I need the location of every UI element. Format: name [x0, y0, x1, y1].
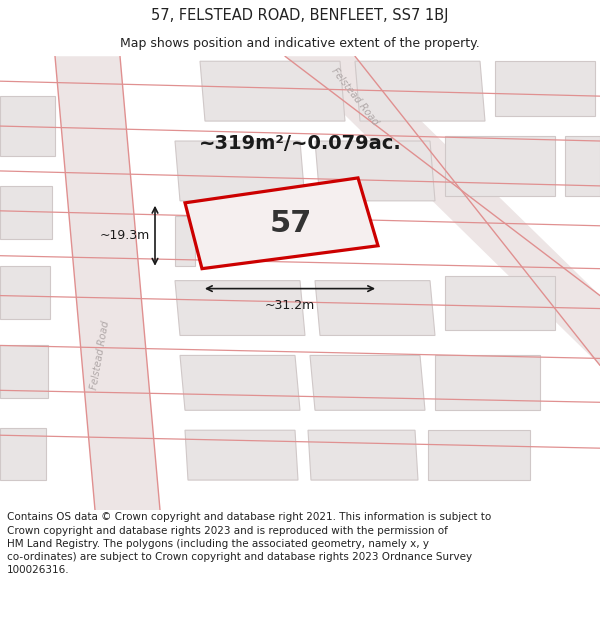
Text: Contains OS data © Crown copyright and database right 2021. This information is : Contains OS data © Crown copyright and d…	[7, 512, 491, 575]
Text: 57: 57	[269, 209, 312, 238]
Text: 57, FELSTEAD ROAD, BENFLEET, SS7 1BJ: 57, FELSTEAD ROAD, BENFLEET, SS7 1BJ	[151, 8, 449, 23]
Polygon shape	[0, 96, 55, 156]
Polygon shape	[435, 356, 540, 410]
Polygon shape	[175, 141, 305, 201]
Polygon shape	[428, 430, 530, 480]
Polygon shape	[285, 56, 600, 366]
Text: Felstead Road: Felstead Road	[89, 320, 111, 391]
Polygon shape	[495, 61, 595, 116]
Polygon shape	[565, 136, 600, 196]
Text: ~319m²/~0.079ac.: ~319m²/~0.079ac.	[199, 134, 401, 152]
Polygon shape	[185, 430, 298, 480]
Polygon shape	[175, 281, 305, 336]
Text: ~31.2m: ~31.2m	[265, 299, 315, 312]
Polygon shape	[0, 186, 52, 239]
Polygon shape	[200, 61, 345, 121]
Polygon shape	[185, 178, 378, 269]
Polygon shape	[308, 430, 418, 480]
Polygon shape	[315, 141, 435, 201]
Text: ~19.3m: ~19.3m	[100, 229, 150, 242]
Polygon shape	[445, 136, 555, 196]
Polygon shape	[315, 281, 435, 336]
Polygon shape	[445, 276, 555, 331]
Polygon shape	[180, 356, 300, 410]
Polygon shape	[310, 356, 425, 410]
Text: Felstead Road: Felstead Road	[329, 66, 380, 127]
Polygon shape	[0, 428, 46, 480]
Polygon shape	[55, 56, 160, 510]
Text: Map shows position and indicative extent of the property.: Map shows position and indicative extent…	[120, 38, 480, 51]
Polygon shape	[175, 216, 195, 266]
Polygon shape	[0, 266, 50, 319]
Polygon shape	[0, 346, 48, 398]
Polygon shape	[355, 61, 485, 121]
